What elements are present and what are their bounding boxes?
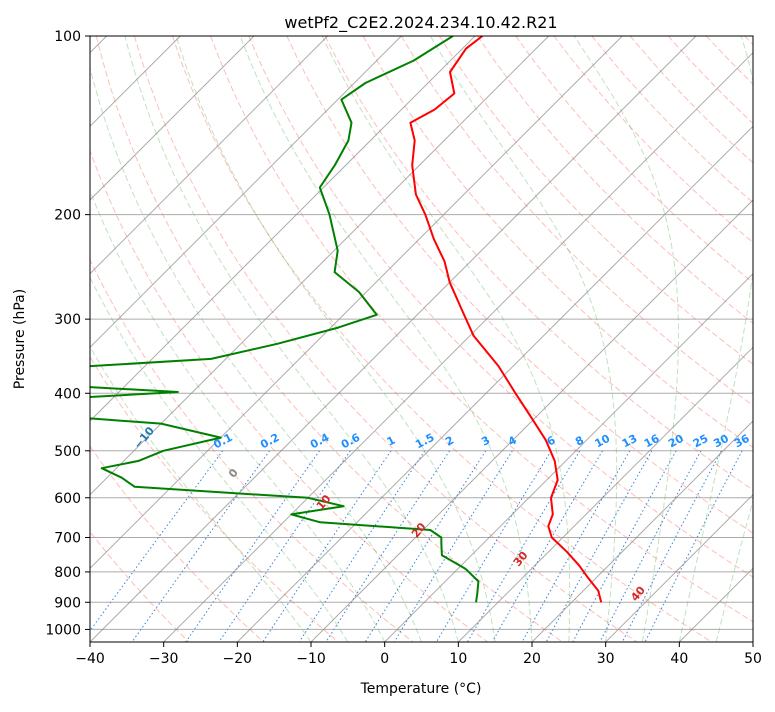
mixing-ratio-label: 8 [573, 434, 586, 449]
x-tick-label: 30 [597, 651, 615, 667]
x-tick-label: −40 [75, 651, 105, 667]
mixing-ratio-label: 20 [666, 432, 686, 451]
y-tick-label: 400 [54, 386, 81, 402]
y-tick-label: 300 [54, 312, 81, 328]
mixing-ratio-label: 6 [545, 433, 558, 448]
dry-adiabat-label: −10 [131, 424, 157, 451]
x-tick-label: 0 [380, 651, 389, 667]
moist-adiabat [0, 36, 311, 642]
dry-adiabat [745, 36, 775, 644]
x-tick-label: 10 [449, 651, 467, 667]
moist-adiabat [176, 36, 495, 642]
mixing-ratio-label: 10 [593, 432, 613, 451]
mixing-ratio-label: 0.6 [339, 431, 363, 452]
mixing-ratio-label: 1 [385, 434, 398, 449]
dry-adiabat [554, 36, 775, 644]
dry-adiabat-label: 0 [226, 466, 241, 480]
x-tick-label: 40 [670, 651, 688, 667]
y-tick-label: 900 [54, 595, 81, 611]
isotherm [753, 36, 775, 642]
background-lines [0, 36, 775, 644]
mixing-ratio-label: 0.4 [308, 431, 332, 452]
isotherm [0, 36, 328, 642]
y-tick-label: 800 [54, 565, 81, 581]
mixing-ratio-label: 2 [443, 434, 456, 449]
mixing-ratio-line [572, 451, 677, 645]
x-axis-label: Temperature (°C) [360, 681, 482, 697]
isotherm [164, 36, 770, 642]
mixing-ratio-line [364, 451, 486, 645]
y-tick-label: 500 [54, 444, 81, 460]
isotherm [90, 36, 696, 642]
isotherm [458, 36, 775, 642]
y-tick-label: 100 [54, 29, 81, 45]
x-tick-label: 20 [523, 651, 541, 667]
moist-adiabat [240, 36, 532, 642]
isotherm [0, 36, 254, 642]
isotherm [679, 36, 775, 642]
dry-adiabat-label: 40 [628, 584, 648, 604]
dry-adiabat [20, 36, 416, 644]
isotherm [311, 36, 775, 642]
grid-lines [0, 36, 775, 642]
y-axis: 100 200 300 400 500 600 700 800 900 1000 [45, 29, 90, 638]
mixing-ratio-line [80, 451, 223, 645]
mixing-ratio-label: 3 [479, 434, 492, 449]
dry-adiabat-label: 30 [511, 549, 531, 569]
x-axis: −40 −30 −20 −10 0 10 20 30 40 50 [75, 642, 762, 667]
mixing-ratio-line [644, 451, 742, 645]
dry-adiabat [249, 36, 775, 644]
x-tick-label: −10 [296, 651, 326, 667]
x-tick-label: −30 [149, 651, 179, 667]
mixing-ratio-line [325, 451, 450, 645]
mixing-ratio-label: 0.2 [258, 431, 281, 452]
x-tick-label: −20 [223, 651, 253, 667]
plot-frame [90, 36, 753, 642]
dry-adiabat [211, 36, 775, 644]
dry-adiabat [439, 36, 775, 644]
mixing-ratio-label: 0.1 [211, 431, 234, 452]
moist-adiabat [322, 36, 569, 642]
dry-adiabat [0, 36, 266, 644]
isotherm [0, 36, 401, 642]
mixing-ratio-label: 30 [711, 432, 731, 451]
mixing-ratio-label: 1.5 [413, 431, 436, 452]
dry-adiabat [173, 36, 716, 644]
isotherm [237, 36, 775, 642]
isotherm [0, 36, 475, 642]
mixing-ratio-line [521, 451, 630, 645]
mixing-ratio-label: 13 [620, 432, 640, 451]
y-tick-label: 600 [54, 491, 81, 507]
chart-title: wetPf2_C2E2.2024.234.10.42.R21 [284, 13, 557, 33]
y-tick-label: 700 [54, 531, 81, 547]
y-tick-label: 1000 [45, 622, 81, 638]
x-tick-label: 50 [744, 651, 762, 667]
y-axis-label: Pressure (hPa) [12, 289, 28, 389]
mixing-ratio-label: 16 [642, 432, 662, 451]
moist-adiabat [716, 36, 775, 642]
moist-adiabat [574, 36, 678, 642]
y-tick-label: 200 [54, 208, 81, 224]
